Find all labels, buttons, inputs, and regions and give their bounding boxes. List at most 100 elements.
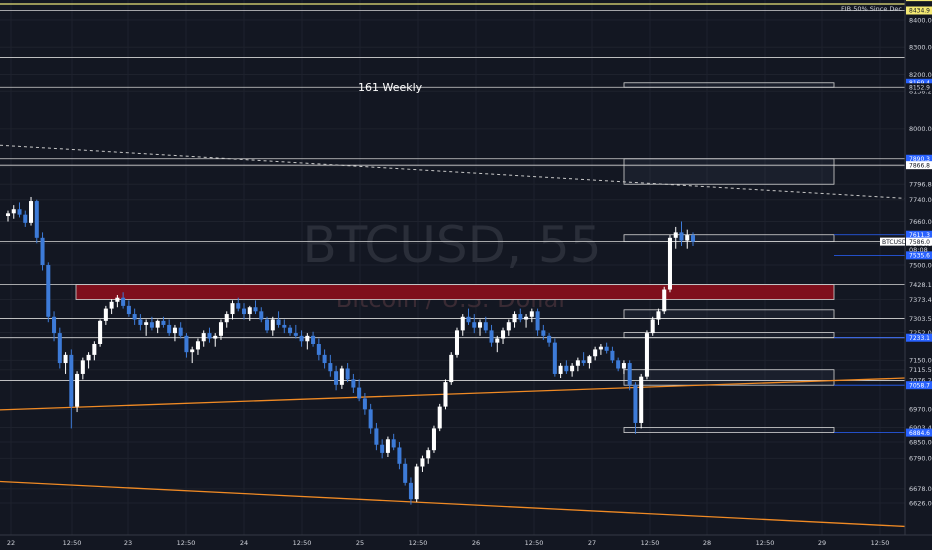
candle-body-117: [679, 232, 684, 241]
candle-90: [524, 314, 529, 328]
x-axis[interactable]: 22 12:50 23 12:50 24 12:50 25 12:50 26 12:50 27 12:…: [0, 534, 932, 550]
candle-3: [23, 210, 28, 227]
candle-53: [311, 331, 316, 347]
x-tick-11: 12:50: [641, 539, 660, 547]
last-price-bg: [906, 237, 932, 246]
price-label-text-10: 6884.6: [909, 430, 930, 437]
candle-72: [420, 455, 425, 472]
candle-76: [443, 379, 448, 410]
candle-87: [506, 319, 511, 336]
price-label-text-5: 7866.8: [909, 162, 930, 169]
candle-79: [460, 314, 465, 336]
candle-13: [80, 357, 85, 380]
y-tick-17: 7115.5: [909, 366, 932, 374]
candle-body-15: [92, 343, 97, 355]
trendline-2: [0, 480, 906, 528]
candle-body-102: [593, 349, 598, 357]
price-label-text-6: 7611.3: [909, 232, 930, 239]
candle-body-34: [201, 333, 206, 342]
candle-body-45: [265, 319, 270, 331]
candle-body-93: [541, 330, 546, 336]
candle-108: [627, 360, 632, 391]
candle-body-28: [167, 324, 172, 334]
candle-112: [650, 316, 655, 336]
candle-110: [639, 373, 644, 429]
candle-116: [673, 226, 678, 249]
candle-body-112: [650, 319, 655, 334]
candle-10: [63, 352, 68, 374]
candle-body-71: [414, 466, 419, 500]
zones: [75, 82, 835, 433]
x-tick-5: 12:50: [293, 539, 312, 547]
price-label-5: 7866.8: [906, 161, 932, 169]
candle-body-9: [57, 333, 62, 364]
x-tick-9: 12:50: [525, 539, 544, 547]
candle-body-109: [633, 384, 638, 423]
last-price-value: 7586.0: [909, 239, 930, 246]
candle-body-72: [420, 458, 425, 467]
candle-70: [408, 477, 413, 505]
candle-19: [115, 294, 120, 308]
price-label-1: 8434.9: [906, 6, 932, 15]
candle-body-67: [391, 439, 396, 448]
candle-24: [144, 319, 149, 336]
candle-body-44: [259, 311, 264, 320]
candle-body-48: [282, 324, 287, 328]
price-label-text-0: 8484.0: [909, 0, 930, 1]
candle-12: [75, 371, 80, 413]
zone-0: [623, 82, 835, 88]
candle-body-99: [575, 360, 580, 366]
candle-body-31: [184, 335, 189, 353]
candle-body-70: [408, 482, 413, 500]
candle-body-1: [11, 209, 16, 214]
x-tick-7: 12:50: [409, 539, 428, 547]
zone-6: [623, 369, 835, 386]
y-tick-3: 8138.2: [909, 88, 932, 96]
candle-5: [34, 199, 39, 244]
candle-body-84: [489, 330, 494, 343]
candle-118: [685, 229, 690, 249]
candle-body-30: [178, 327, 183, 336]
candle-56: [328, 354, 333, 377]
candle-body-24: [144, 322, 149, 325]
price-label-bg-1: [906, 6, 932, 15]
price-label-6: 7611.3: [906, 230, 932, 239]
price-label-bg-8: [906, 333, 932, 342]
candle-25: [149, 316, 154, 331]
price-label-bg-3: [906, 83, 932, 92]
candle-body-88: [512, 314, 517, 323]
zone-3: [75, 284, 835, 300]
candle-body-61: [357, 387, 362, 399]
y-axis[interactable]: 8400.08300.08200.08138.28000.07861.17796…: [880, 0, 932, 550]
candle-34: [201, 330, 206, 347]
candle-14: [86, 352, 91, 369]
y-tick-16: 7150.0: [909, 357, 932, 365]
candle-37: [218, 319, 223, 340]
candle-104: [604, 342, 609, 354]
candle-body-94: [547, 335, 552, 343]
candle-body-59: [345, 368, 350, 380]
candle-body-100: [581, 360, 586, 364]
x-tick-15: 12:50: [871, 539, 890, 547]
trendlines: [0, 144, 906, 528]
candle-body-114: [662, 289, 667, 312]
candle-93: [541, 324, 546, 340]
candle-66: [385, 436, 390, 457]
candle-114: [662, 286, 667, 315]
candle-47: [276, 311, 281, 328]
y-tick-19: 6970.0: [909, 406, 932, 414]
candle-body-12: [75, 373, 80, 407]
price-label-3: 8152.9: [906, 83, 932, 91]
candle-body-91: [529, 311, 534, 317]
candle-74: [431, 425, 436, 453]
candle-80: [466, 308, 471, 325]
price-label-0: 8484.0: [906, 0, 932, 1]
candle-18: [109, 299, 114, 315]
candle-50: [293, 324, 298, 339]
candle-body-17: [103, 308, 108, 321]
candle-body-69: [403, 463, 408, 483]
candle-body-74: [431, 428, 436, 451]
candle-67: [391, 433, 396, 451]
candle-body-86: [501, 330, 506, 339]
